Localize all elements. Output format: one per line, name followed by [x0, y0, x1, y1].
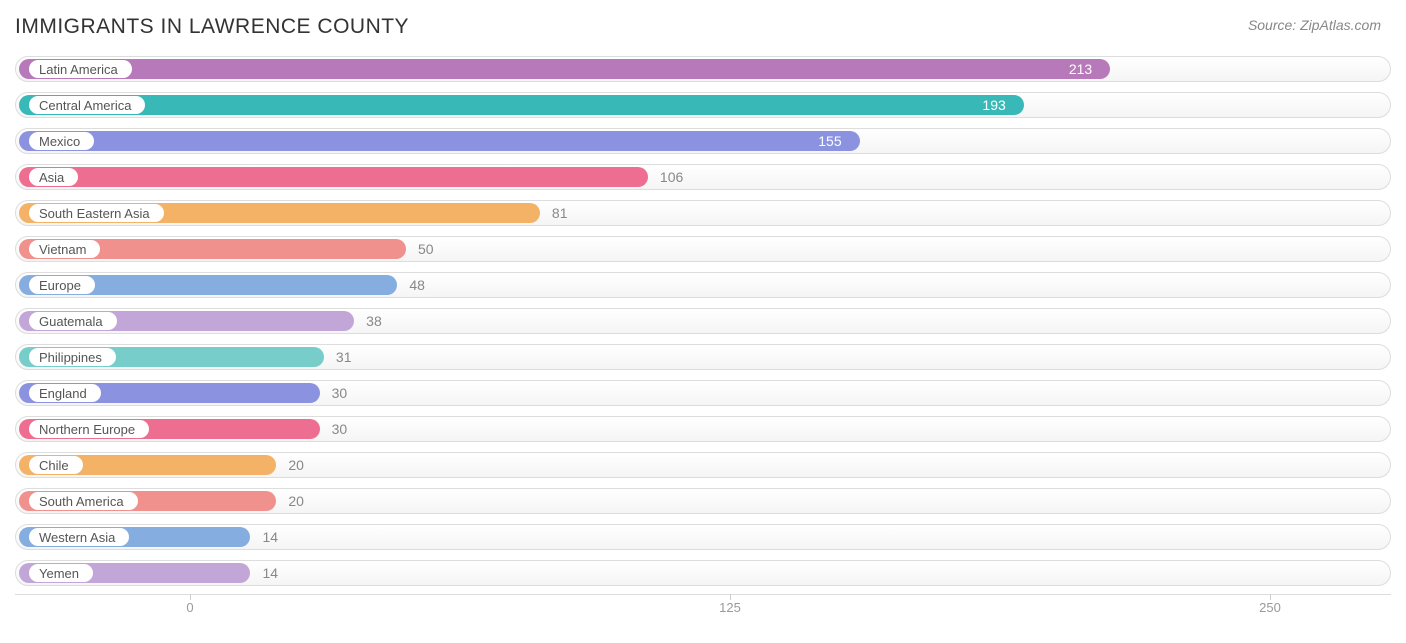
bar-row: South Eastern Asia 81 — [15, 198, 1391, 228]
bar-row: Mexico 155 — [15, 126, 1391, 156]
bar-value: 106 — [660, 169, 683, 185]
bar-row: Central America 193 — [15, 90, 1391, 120]
bar-row: England 30 — [15, 378, 1391, 408]
bar-value: 48 — [409, 277, 425, 293]
bar-value: 14 — [262, 529, 278, 545]
bar-label: Vietnam — [29, 240, 100, 258]
bar-row: Latin America 213 — [15, 54, 1391, 84]
bar-row: South America 20 — [15, 486, 1391, 516]
bar-label: Central America — [29, 96, 145, 114]
bar-label: South Eastern Asia — [29, 204, 164, 222]
chart-area: Latin America 213 Central America 193 Mexico… — [0, 49, 1406, 588]
chart-title: IMMIGRANTS IN LAWRENCE COUNTY — [15, 15, 409, 39]
x-axis-label: 125 — [719, 600, 741, 615]
bar-row: Europe 48 — [15, 270, 1391, 300]
x-axis: 0 125 250 — [15, 594, 1391, 619]
bar-row: Vietnam 50 — [15, 234, 1391, 264]
bar-value: 213 — [1069, 61, 1110, 77]
bar-label: Chile — [29, 456, 83, 474]
bar-label: Yemen — [29, 564, 93, 582]
bar-value: 30 — [332, 421, 348, 437]
bar-row: Western Asia 14 — [15, 522, 1391, 552]
bar-value: 30 — [332, 385, 348, 401]
bar-value: 14 — [262, 565, 278, 581]
bar-row: Northern Europe 30 — [15, 414, 1391, 444]
bar-fill — [19, 167, 648, 187]
bar-label: Northern Europe — [29, 420, 149, 438]
x-axis-label: 0 — [186, 600, 193, 615]
chart-source: Source: ZipAtlas.com — [1248, 17, 1381, 33]
bar-label: Western Asia — [29, 528, 129, 546]
bar-label: South America — [29, 492, 138, 510]
bar-label: Mexico — [29, 132, 94, 150]
chart-header: IMMIGRANTS IN LAWRENCE COUNTY Source: Zi… — [0, 0, 1406, 49]
bar-row: Chile 20 — [15, 450, 1391, 480]
bar-label: Asia — [29, 168, 78, 186]
bar-row: Yemen 14 — [15, 558, 1391, 588]
x-axis-label: 250 — [1259, 600, 1281, 615]
bar-label: Latin America — [29, 60, 132, 78]
bar-fill — [19, 59, 1110, 79]
bar-value: 38 — [366, 313, 382, 329]
bar-value: 155 — [818, 133, 859, 149]
x-axis-line — [15, 594, 1391, 595]
bar-row: Asia 106 — [15, 162, 1391, 192]
bar-value: 20 — [288, 493, 304, 509]
bar-value: 50 — [418, 241, 434, 257]
bar-label: Guatemala — [29, 312, 117, 330]
bar-value: 20 — [288, 457, 304, 473]
bar-row: Philippines 31 — [15, 342, 1391, 372]
bar-label: Philippines — [29, 348, 116, 366]
bar-label: England — [29, 384, 101, 402]
bar-label: Europe — [29, 276, 95, 294]
bar-fill — [19, 95, 1024, 115]
bar-fill — [19, 131, 860, 151]
bar-value: 31 — [336, 349, 352, 365]
bar-row: Guatemala 38 — [15, 306, 1391, 336]
bar-value: 81 — [552, 205, 568, 221]
bar-value: 193 — [982, 97, 1023, 113]
